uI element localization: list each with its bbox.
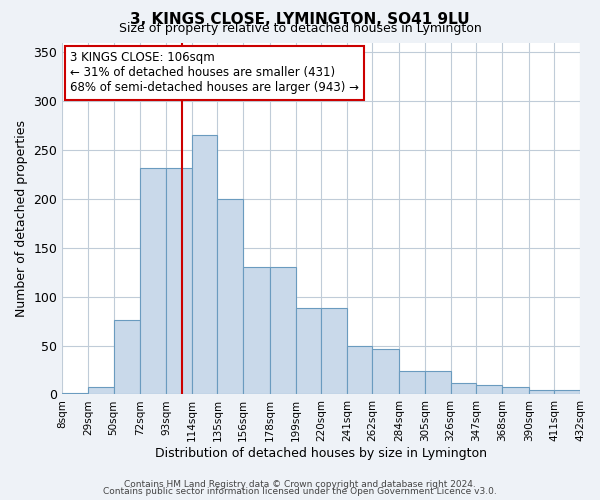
Text: Contains public sector information licensed under the Open Government Licence v3: Contains public sector information licen…: [103, 487, 497, 496]
Bar: [425, 371, 451, 394]
Bar: [529, 390, 554, 394]
Bar: [502, 386, 529, 394]
Bar: [580, 392, 600, 394]
Text: Size of property relative to detached houses in Lymington: Size of property relative to detached ho…: [119, 22, 481, 35]
Bar: [113, 320, 140, 394]
Bar: [166, 168, 192, 394]
Y-axis label: Number of detached properties: Number of detached properties: [15, 120, 28, 317]
Bar: [88, 386, 113, 394]
X-axis label: Distribution of detached houses by size in Lymington: Distribution of detached houses by size …: [155, 447, 487, 460]
Bar: [217, 199, 243, 394]
Bar: [192, 136, 217, 394]
Bar: [140, 168, 166, 394]
Bar: [373, 350, 399, 395]
Text: 3, KINGS CLOSE, LYMINGTON, SO41 9LU: 3, KINGS CLOSE, LYMINGTON, SO41 9LU: [130, 12, 470, 26]
Bar: [296, 308, 321, 394]
Bar: [554, 390, 580, 394]
Text: Contains HM Land Registry data © Crown copyright and database right 2024.: Contains HM Land Registry data © Crown c…: [124, 480, 476, 489]
Bar: [321, 308, 347, 394]
Bar: [270, 268, 296, 394]
Text: 3 KINGS CLOSE: 106sqm
← 31% of detached houses are smaller (431)
68% of semi-det: 3 KINGS CLOSE: 106sqm ← 31% of detached …: [70, 52, 359, 94]
Bar: [243, 268, 270, 394]
Bar: [399, 371, 425, 394]
Bar: [451, 382, 476, 394]
Bar: [347, 346, 373, 395]
Bar: [62, 392, 88, 394]
Bar: [476, 384, 502, 394]
